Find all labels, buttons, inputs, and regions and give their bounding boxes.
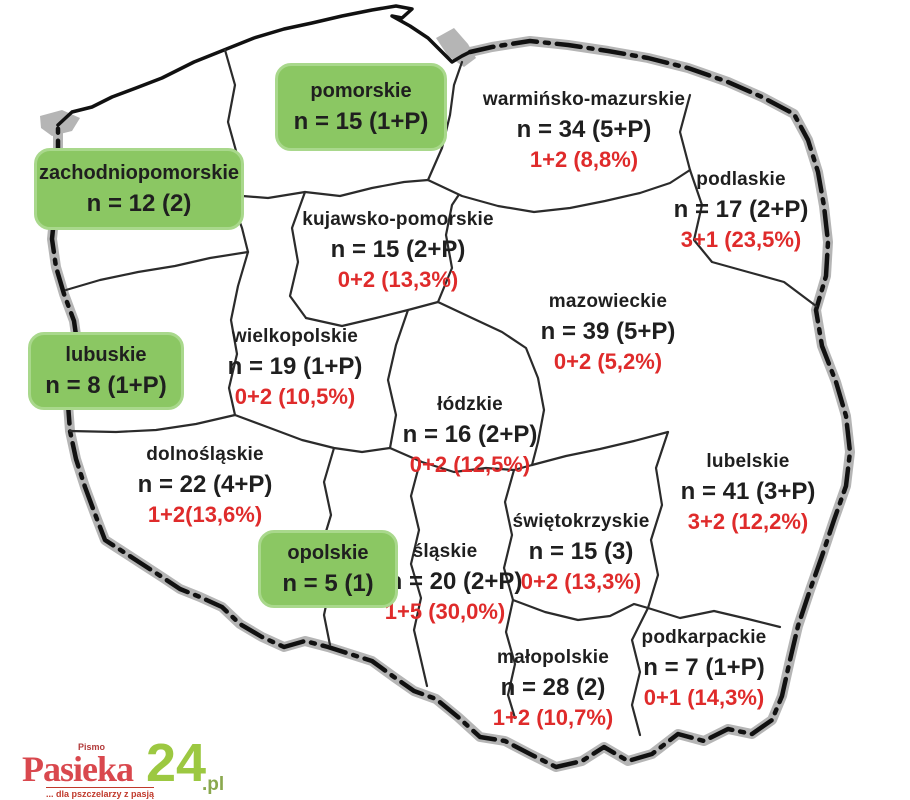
region-label-slaskie: śląskie n = 20 (2+P) 1+5 (30,0%) <box>378 541 523 624</box>
voivodeship-borders <box>64 48 818 737</box>
region-label-wielkopolskie: wielkopolskie n = 19 (1+P) 0+2 (10,5%) <box>228 327 363 408</box>
region-pct-mazowieckie: 0+2 (5,2%) <box>553 349 663 374</box>
region-callout-zachodniopomorskie: zachodniopomorskie n = 12 (2) <box>34 148 244 230</box>
region-pct-kujawsko-pomorskie: 0+2 (13,3%) <box>337 267 459 292</box>
region-pct-slaskie: 1+5 (30,0%) <box>384 599 506 624</box>
region-pct-dolnoslaskie: 1+2(13,6%) <box>147 502 263 527</box>
region-name-zachodniopomorskie: zachodniopomorskie <box>38 161 240 184</box>
region-pct-malopolskie: 1+2 (10,7%) <box>492 705 614 730</box>
region-stat-kujawsko-pomorskie: n = 15 (2+P) <box>330 236 466 263</box>
region-callout-pomorskie: pomorskie n = 15 (1+P) <box>275 63 447 151</box>
region-stat-opolskie: n = 5 (1) <box>282 569 374 597</box>
logo-pismo-text: Pismo <box>78 742 106 752</box>
region-pct-podlaskie: 3+1 (23,5%) <box>680 227 802 252</box>
region-name-lubuskie: lubuskie <box>65 343 147 366</box>
region-callout-opolskie: opolskie n = 5 (1) <box>258 530 398 608</box>
region-stat-lubuskie: n = 8 (1+P) <box>45 371 167 399</box>
region-pct-podkarpackie: 0+1 (14,3%) <box>643 685 765 710</box>
region-name-mazowieckie: mazowieckie <box>548 291 668 312</box>
region-stat-mazowieckie: n = 39 (5+P) <box>540 318 676 345</box>
region-label-lodzkie: łódzkie n = 16 (2+P) 0+2 (12,5%) <box>403 395 538 476</box>
region-name-podlaskie: podlaskie <box>696 169 786 190</box>
region-stat-lodzkie: n = 16 (2+P) <box>402 421 538 448</box>
region-stat-slaskie: n = 20 (2+P) <box>387 568 523 595</box>
region-label-lubelskie: lubelskie n = 41 (3+P) 3+2 (12,2%) <box>681 452 816 533</box>
region-stat-zachodniopomorskie: n = 12 (2) <box>86 189 192 217</box>
region-pct-lubelskie: 3+2 (12,2%) <box>687 509 809 534</box>
region-stat-warminsko-mazurskie: n = 34 (5+P) <box>516 116 652 143</box>
region-stat-pomorskie: n = 15 (1+P) <box>293 107 429 135</box>
region-name-wielkopolskie: wielkopolskie <box>231 326 359 347</box>
region-stat-podlaskie: n = 17 (2+P) <box>673 196 809 223</box>
region-pct-swietokrzyskie: 0+2 (13,3%) <box>520 569 642 594</box>
region-stat-wielkopolskie: n = 19 (1+P) <box>227 353 363 380</box>
region-name-swietokrzyskie: świętokrzyskie <box>512 511 650 532</box>
region-name-opolskie: opolskie <box>287 541 369 564</box>
region-name-warminsko-mazurskie: warmińsko-mazurskie <box>482 89 686 110</box>
coastline <box>56 4 472 127</box>
region-stat-dolnoslaskie: n = 22 (4+P) <box>137 471 273 498</box>
region-pct-warminsko-mazurskie: 1+2 (8,8%) <box>529 147 639 172</box>
region-name-pomorskie: pomorskie <box>310 79 412 102</box>
logo-brand-text: Pasieka <box>22 749 134 789</box>
region-stat-swietokrzyskie: n = 15 (3) <box>528 538 634 565</box>
region-label-dolnoslaskie: dolnośląskie n = 22 (4+P) 1+2(13,6%) <box>138 445 273 526</box>
logo-tld-text: .pl <box>202 774 225 795</box>
region-name-lodzkie: łódzkie <box>437 394 503 415</box>
region-pct-lodzkie: 0+2 (12,5%) <box>409 452 531 477</box>
region-name-slaskie: śląskie <box>412 541 478 562</box>
region-label-podkarpackie: podkarpackie n = 7 (1+P) 0+1 (14,3%) <box>642 628 767 709</box>
region-callout-lubuskie: lubuskie n = 8 (1+P) <box>28 332 184 410</box>
region-label-malopolskie: małopolskie n = 28 (2) 1+2 (10,7%) <box>493 648 613 729</box>
region-label-swietokrzyskie: świętokrzyskie n = 15 (3) 0+2 (13,3%) <box>513 512 650 593</box>
logo-tagline-text: ... dla pszczelarzy z pasją <box>46 787 155 799</box>
region-name-malopolskie: małopolskie <box>496 647 610 668</box>
region-pct-wielkopolskie: 0+2 (10,5%) <box>234 384 356 409</box>
region-stat-malopolskie: n = 28 (2) <box>500 674 606 701</box>
region-stat-lubelskie: n = 41 (3+P) <box>680 478 816 505</box>
region-label-mazowieckie: mazowieckie n = 39 (5+P) 0+2 (5,2%) <box>541 292 676 373</box>
region-stat-podkarpackie: n = 7 (1+P) <box>643 654 765 681</box>
pasieka24-logo: Pismo Pasieka 24 .pl ... dla pszczelarzy… <box>20 733 224 800</box>
country-border-dashdot <box>49 38 853 770</box>
region-name-lubelskie: lubelskie <box>706 451 790 472</box>
region-name-kujawsko-pomorskie: kujawsko-pomorskie <box>302 209 494 230</box>
region-name-podkarpackie: podkarpackie <box>641 627 767 648</box>
bay-shape <box>436 28 476 67</box>
region-label-kujawsko-pomorskie: kujawsko-pomorskie n = 15 (2+P) 0+2 (13,3%… <box>302 210 494 291</box>
logo-number-text: 24 <box>146 733 207 793</box>
region-name-dolnoslaskie: dolnośląskie <box>146 444 264 465</box>
region-label-podlaskie: podlaskie n = 17 (2+P) 3+1 (23,5%) <box>674 170 809 251</box>
region-label-warminsko-mazurskie: warmińsko-mazurskie n = 34 (5+P) 1+2 (8,8%… <box>483 90 685 171</box>
